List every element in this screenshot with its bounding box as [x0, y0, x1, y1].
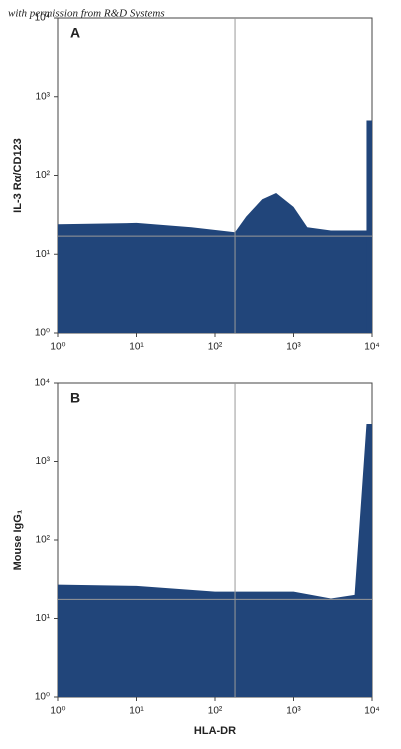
x-tick-label: 10⁰	[50, 706, 65, 717]
y-tick-label: 10⁰	[35, 692, 50, 703]
density-region	[58, 424, 372, 697]
panel-label: A	[70, 25, 80, 41]
y-tick-label: 10⁴	[35, 13, 50, 24]
y-tick-label: 10¹	[36, 249, 51, 260]
x-tick-label: 10³	[286, 706, 301, 717]
y-tick-label: 10⁰	[35, 328, 50, 339]
density-region	[58, 192, 372, 333]
y-axis-label: IL-3 Rα/CD123	[12, 138, 24, 213]
x-tick-label: 10⁰	[50, 342, 65, 353]
x-tick-label: 10¹	[129, 342, 144, 353]
y-tick-label: 10³	[36, 91, 51, 102]
density-region	[366, 120, 372, 333]
y-tick-label: 10²	[36, 170, 51, 181]
x-axis-label: HLA-DR	[194, 725, 236, 737]
x-tick-label: 10¹	[129, 706, 144, 717]
x-tick-label: 10⁴	[364, 342, 379, 353]
panel-label: B	[70, 390, 80, 406]
watermark: with permission from R&D Systems	[8, 8, 165, 20]
y-tick-label: 10¹	[36, 613, 51, 624]
y-tick-label: 10⁴	[35, 378, 50, 389]
y-axis-label: Mouse IgG₁	[12, 509, 24, 570]
x-tick-label: 10³	[286, 342, 301, 353]
x-tick-label: 10²	[208, 342, 223, 353]
y-tick-label: 10²	[36, 535, 51, 546]
x-tick-label: 10⁴	[364, 706, 379, 717]
x-tick-label: 10²	[208, 706, 223, 717]
y-tick-label: 10³	[36, 456, 51, 467]
